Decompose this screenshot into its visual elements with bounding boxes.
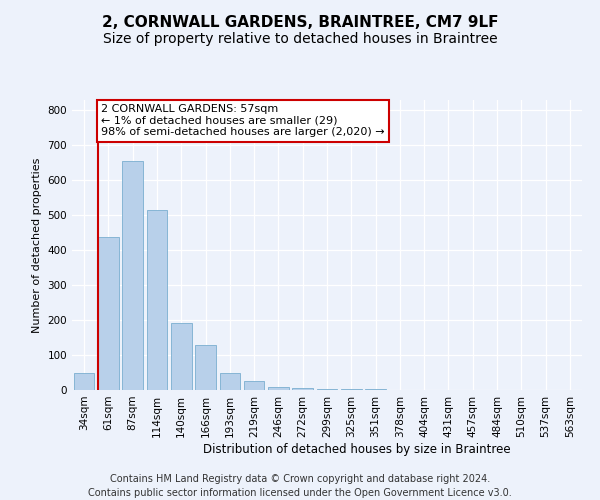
Bar	[146, 210, 167, 390]
Bar	[171, 323, 191, 390]
Bar	[220, 372, 240, 390]
Bar	[292, 388, 313, 390]
Bar	[122, 161, 143, 390]
Y-axis label: Number of detached properties: Number of detached properties	[32, 158, 42, 332]
Bar	[244, 381, 265, 390]
Bar	[98, 237, 119, 390]
Bar	[317, 388, 337, 390]
Text: Contains HM Land Registry data © Crown copyright and database right 2024.
Contai: Contains HM Land Registry data © Crown c…	[88, 474, 512, 498]
Bar	[268, 386, 289, 390]
Bar	[74, 373, 94, 390]
Text: 2, CORNWALL GARDENS, BRAINTREE, CM7 9LF: 2, CORNWALL GARDENS, BRAINTREE, CM7 9LF	[102, 15, 498, 30]
Bar	[195, 346, 216, 390]
Text: Distribution of detached houses by size in Braintree: Distribution of detached houses by size …	[203, 442, 511, 456]
Text: Size of property relative to detached houses in Braintree: Size of property relative to detached ho…	[103, 32, 497, 46]
Bar	[341, 389, 362, 390]
Text: 2 CORNWALL GARDENS: 57sqm
← 1% of detached houses are smaller (29)
98% of semi-d: 2 CORNWALL GARDENS: 57sqm ← 1% of detach…	[101, 104, 385, 138]
